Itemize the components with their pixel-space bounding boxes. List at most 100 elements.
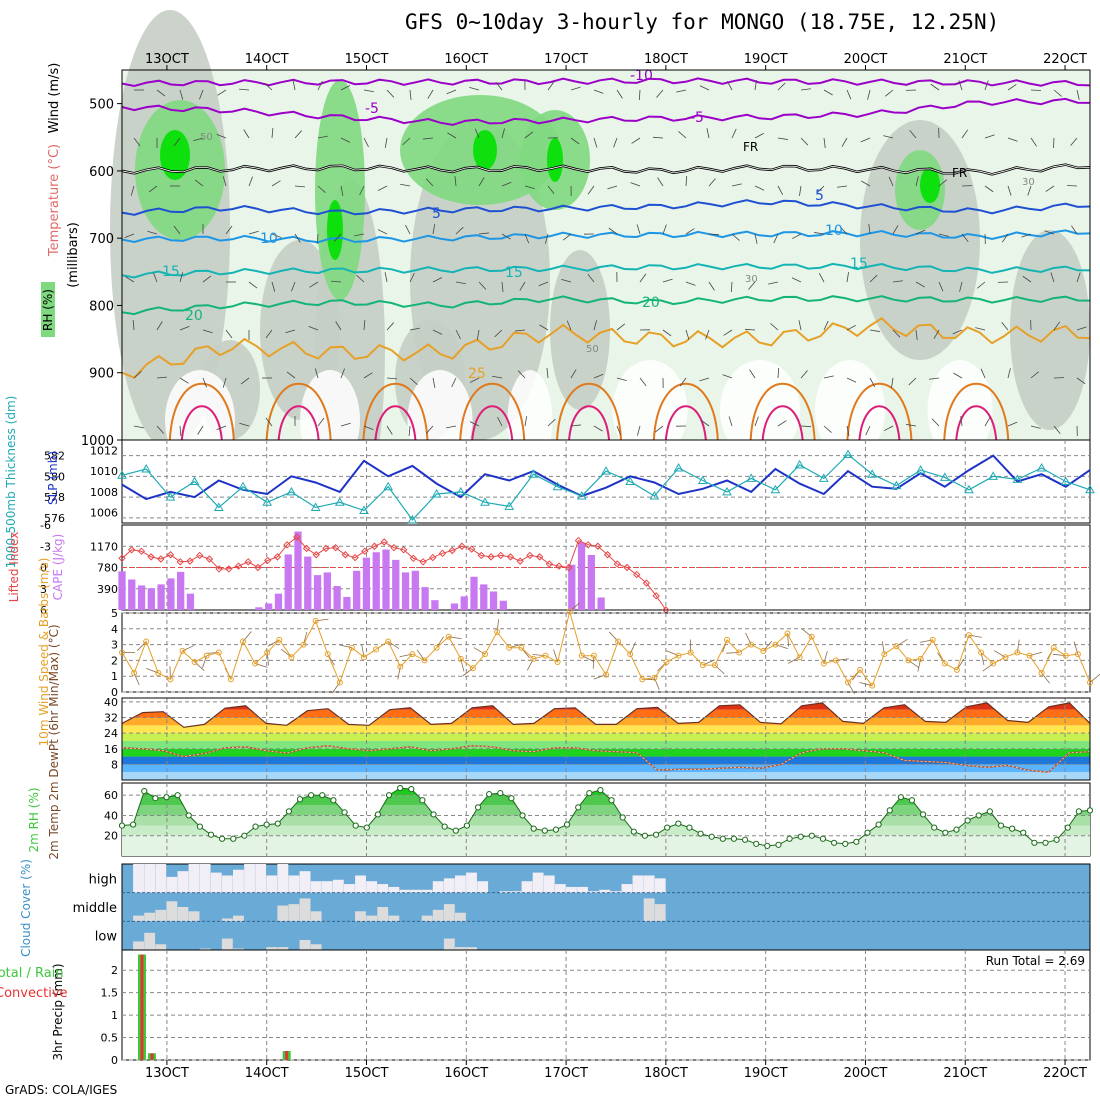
cloud-middle-bar: [643, 898, 655, 922]
wind-speed-point: [482, 651, 488, 658]
wind-barb: [340, 85, 351, 91]
rh2m-point: [864, 829, 871, 836]
slp-point: [746, 473, 757, 482]
wind-speed-point: [445, 633, 452, 640]
rh2m-point: [708, 833, 715, 840]
wind-barb: [777, 137, 788, 140]
wind-barb: [455, 281, 466, 285]
wind-speed-point: [494, 628, 501, 635]
wind-barb: [1050, 272, 1055, 283]
wind-speed-point: [227, 676, 234, 683]
cloud-high-bar: [177, 871, 189, 893]
rh2m-point: [853, 838, 860, 845]
li-point: [273, 553, 282, 561]
wind-barb: [800, 370, 808, 379]
wind-barb: [837, 185, 848, 188]
wind-barb: [984, 134, 995, 139]
wind-speed-point: [312, 617, 319, 624]
wind-barb: [363, 372, 373, 379]
slp-point: [528, 469, 539, 478]
wind-barb: [869, 377, 876, 388]
wind-barb: [193, 137, 204, 142]
slp-point: [238, 481, 248, 491]
rh2m-point: [664, 824, 671, 831]
cloud-low-bar: [232, 948, 244, 950]
wind-barb: [265, 329, 273, 339]
li-point: [545, 560, 554, 568]
rh2m-point: [330, 797, 337, 804]
wind-barb: [639, 273, 647, 283]
wind-barb: [432, 277, 443, 283]
rh2m-point: [641, 832, 649, 839]
wind-barb: [1001, 233, 1009, 243]
precip-tick-label: 1: [111, 1009, 118, 1022]
wind-speed-point: [808, 633, 815, 640]
slp-point: [794, 459, 805, 469]
isotherm-30-loop: [943, 382, 1010, 441]
wind-barb: [773, 233, 779, 244]
wind-tick-label: 0: [111, 686, 118, 699]
wind-barb: [194, 179, 204, 187]
li-point: [419, 558, 427, 566]
wind-barb: [938, 179, 948, 187]
wind-barb: [959, 281, 963, 292]
li-point: [244, 558, 252, 566]
precip-tick-label: 0: [111, 1054, 118, 1067]
cape-bar: [186, 593, 195, 610]
wind-barb: [708, 281, 715, 291]
wind-barb: [728, 416, 733, 427]
isotherm-label: -10: [630, 68, 653, 84]
wind-barb: [865, 425, 871, 436]
wind-barb: [386, 89, 395, 98]
wind-barb: [678, 131, 687, 139]
cloud-middle-bar: [310, 911, 322, 922]
rh2m-point: [608, 797, 615, 804]
isotherm-label: 15: [505, 265, 523, 281]
wind-barb: [883, 135, 894, 139]
bottom-day-label: 14OCT: [245, 1066, 289, 1081]
wind-speed-point: [893, 643, 900, 650]
cape-tick-label: 390: [97, 583, 118, 596]
wind-barb: [754, 80, 757, 91]
rh2m-point: [185, 812, 192, 819]
wind-speed-point: [119, 649, 125, 656]
cape-bar: [577, 542, 586, 610]
rh2m-point: [1031, 839, 1038, 846]
cape-bar: [450, 603, 459, 610]
li-point: [166, 551, 175, 559]
li-point: [574, 536, 583, 545]
wind-barb: [179, 326, 190, 331]
li-point: [467, 545, 476, 553]
wind-barb: [478, 177, 485, 187]
li-point: [448, 546, 456, 555]
wind-barb: [408, 425, 411, 436]
cloud-middle-bar: [166, 901, 178, 922]
rh2m-point: [786, 835, 793, 842]
wind-barb: [294, 233, 301, 243]
wind-barb: [386, 377, 397, 380]
cloud-middle-bar: [421, 915, 433, 922]
wind-speed-point: [397, 663, 404, 670]
wind-barb: [869, 329, 880, 332]
rh2m-point: [1009, 825, 1016, 832]
wind-speed-point: [361, 654, 367, 661]
cloud-high-bar: [399, 889, 411, 893]
wind-barb: [841, 137, 848, 147]
wind-barb: [608, 227, 618, 235]
rh2m-point: [730, 835, 738, 842]
wind-barb: [800, 88, 811, 91]
wind-barb: [726, 80, 733, 91]
wind-barb: [616, 425, 622, 436]
rh2m-point: [285, 808, 292, 815]
thickness-tick-label: 578: [44, 491, 65, 504]
wind-barb: [980, 368, 986, 379]
precip-legend-convective: Convective: [0, 986, 68, 1001]
cloud-middle-bar: [277, 905, 289, 922]
cape-bar: [323, 572, 331, 610]
rh2m-point: [1020, 829, 1027, 836]
wind-barb: [685, 228, 695, 235]
slp-point: [189, 476, 200, 485]
wind-barb: [248, 230, 259, 235]
wind-barb: [867, 89, 871, 100]
wind-barb: [340, 368, 345, 379]
